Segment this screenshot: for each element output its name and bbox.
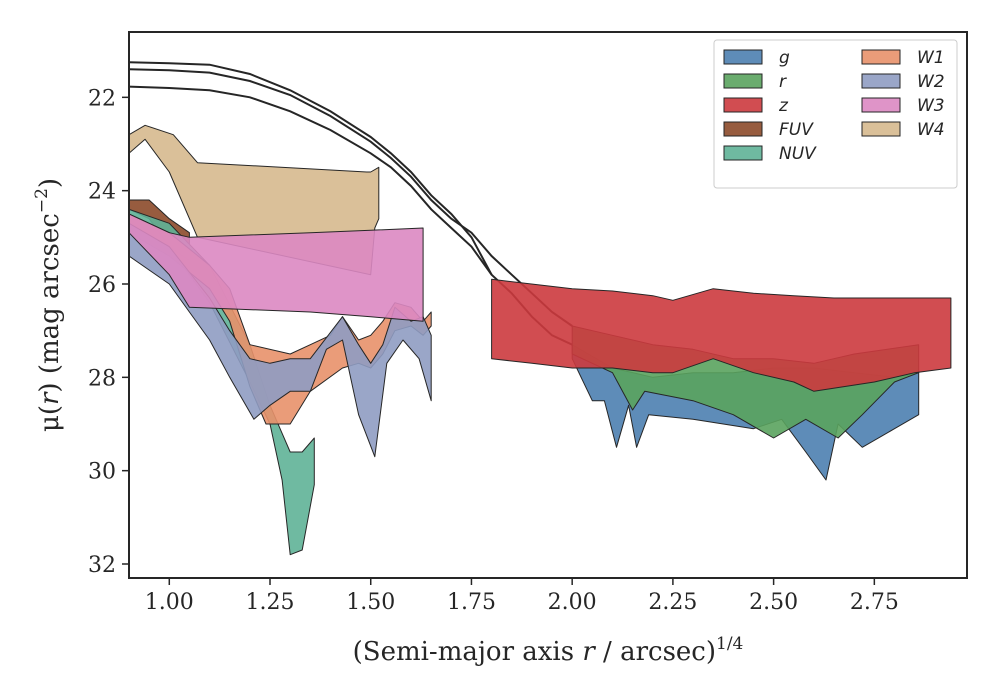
band-w2 xyxy=(129,222,432,458)
legend-label-w1: W1 xyxy=(917,48,945,68)
legend-label-w3: W3 xyxy=(917,96,945,116)
x-tick-label: 1.75 xyxy=(447,590,496,615)
x-tick-label: 2.00 xyxy=(548,590,597,615)
profile-curve-r xyxy=(129,68,573,327)
band-w3 xyxy=(129,213,424,322)
y-axis: 22 24 26 28 30 32 xyxy=(88,86,129,578)
profile-bands xyxy=(129,61,952,556)
x-axis: 1.00 1.25 1.50 1.75 2.00 2.25 2.50 2.75 xyxy=(145,578,899,615)
y-tick-label: 28 xyxy=(88,366,116,391)
legend-label-z: z xyxy=(778,96,789,116)
legend-label-w2: W2 xyxy=(917,72,945,92)
legend-label-w4: W4 xyxy=(917,120,945,140)
band-z xyxy=(491,278,952,392)
plot-frame xyxy=(128,31,968,579)
y-tick-label: 24 xyxy=(88,180,116,205)
legend-swatch-r xyxy=(723,73,763,89)
legend-swatch-z xyxy=(723,97,763,113)
legend-label-r: r xyxy=(779,72,787,92)
legend-label-g: g xyxy=(779,48,790,68)
legend-swatch-w3 xyxy=(861,97,901,113)
x-tick-label: 2.50 xyxy=(749,590,798,615)
legend-label-fuv: FUV xyxy=(779,120,814,140)
legend-swatch-w2 xyxy=(861,73,901,89)
y-tick-label: 26 xyxy=(88,273,116,298)
y-tick-label: 22 xyxy=(88,86,116,111)
legend-swatch-g xyxy=(723,49,763,65)
x-tick-label: 2.75 xyxy=(850,590,899,615)
y-axis-title: μ(r) (mag arcsec−2) xyxy=(32,178,65,432)
y-tick-label: 32 xyxy=(88,553,116,578)
legend-swatch-fuv xyxy=(723,121,763,137)
legend-swatch-w4 xyxy=(861,121,901,137)
y-tick-label: 30 xyxy=(88,460,116,485)
x-tick-label: 2.25 xyxy=(648,590,697,615)
legend: grz FUV NUV W1 W2 W3 W4 xyxy=(713,39,958,189)
x-tick-label: 1.00 xyxy=(145,590,194,615)
x-tick-label: 1.25 xyxy=(246,590,295,615)
x-tick-label: 1.50 xyxy=(346,590,395,615)
legend-swatch-w1 xyxy=(861,49,901,65)
legend-label-nuv: NUV xyxy=(779,144,817,164)
legend-swatch-nuv xyxy=(723,145,763,161)
x-axis-title: (Semi-major axis r / arcsec)1/4 xyxy=(353,634,744,667)
profile-curve-z xyxy=(129,61,493,276)
